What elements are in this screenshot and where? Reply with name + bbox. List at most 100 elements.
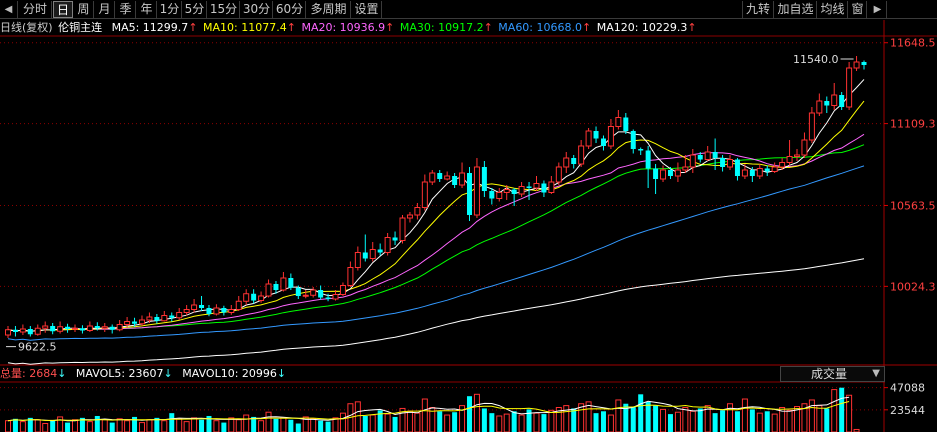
volume-bar-down [452,412,458,432]
volume-bar-up [459,405,466,432]
volume-bar-down [653,405,659,432]
candle-body-up [674,169,681,177]
volume-bar-up [5,420,11,432]
volume-bar-down [720,410,726,432]
tab-monthly[interactable]: 月 [95,1,115,18]
tab-60min[interactable]: 60分 [274,1,306,18]
tab-5min[interactable]: 5分 [183,1,207,18]
volume-bar-up [533,412,540,432]
candle-body-up [473,166,480,216]
tab-yearly[interactable]: 年 [137,1,157,18]
candle-body-down [109,326,115,330]
ma30-value: MA30: 10917.2 [399,21,484,34]
volume-bar-up [518,414,525,432]
candle-body-up [406,214,413,219]
volume-bar-down [734,411,740,432]
volume-bar-up [727,403,734,432]
candle-body-down [526,186,532,188]
volume-bar-down [511,411,517,432]
ma60-arrow: ↑ [582,21,592,34]
candle-body-down [571,158,577,164]
candle-body-up [280,277,287,291]
candle-body-up [138,319,145,325]
candle-body-up [42,325,49,329]
candle-body-down [199,305,205,308]
volume-ma-lines [7,396,850,422]
volume-tick-label: 47088 [890,382,925,395]
chevron-down-icon: ▼ [872,368,880,379]
candle-body-up [496,192,503,199]
volume-bar-down [638,394,644,432]
mavol5-value: MAVOL5: 23607 [75,367,164,380]
candle-body-up [831,94,838,106]
candle-body-up [146,316,153,321]
candle-body-up [34,327,41,335]
volume-bar-up [71,419,78,432]
tab-settings[interactable]: 设置 [352,1,382,18]
volume-bar-up [19,421,26,432]
candle-body-down [481,167,487,191]
candle-body-up [339,285,346,295]
volume-bar-up [146,419,153,432]
volume-bar-up [265,411,272,432]
candle-body-down [50,326,56,332]
volume-bar-down [12,418,18,432]
candle-body-down [638,149,644,151]
candle-body-up [518,186,525,195]
candle-body-down [27,329,33,335]
candle-body-up [808,112,815,141]
candle-body-down [79,328,85,331]
volume-bar-down [764,411,770,432]
volume-bar-up [801,403,808,432]
symbol-label: 伦铜主连 [58,21,103,34]
candle-body-down [392,237,398,241]
volume-bar-up [138,422,145,432]
volume-bar-down [199,419,205,432]
volume-bar-up [384,413,391,432]
volume-bar-down [132,416,138,432]
toolbar-right-arrow[interactable]: ▶ [869,1,887,18]
candlesticks [5,56,867,338]
candle-body-down [861,62,867,65]
window-button[interactable]: 窗 [849,1,867,18]
volume-bar-up [660,408,667,432]
toolbar-left-arrow[interactable]: ◀ [0,1,18,18]
high-price-label: 11540.0 [793,53,839,66]
ma5-arrow: ↑ [188,21,198,34]
tab-15min[interactable]: 15分 [208,1,240,18]
candle-body-down [764,168,770,172]
candle-body-up [213,307,220,315]
tab-minute[interactable]: 分时 [19,1,52,18]
tab-weekly[interactable]: 周 [74,1,94,18]
candle-body-up [191,304,198,310]
tab-1min[interactable]: 1分 [158,1,182,18]
volume-bar-up [228,417,235,432]
tab-30min[interactable]: 30分 [241,1,273,18]
ma120-arrow: ↑ [687,21,697,34]
candle-body-down [593,131,599,139]
volume-bar-up [191,417,198,432]
candle-body-up [101,326,108,329]
moving-average-button[interactable]: 均线 [818,1,848,18]
candle-body-down [541,183,547,193]
low-price-label: 9622.5 [18,341,57,354]
candle-body-up [533,183,540,189]
volume-bar-down [206,415,212,432]
candle-body-up [846,67,853,108]
volume-bar-up [704,405,711,432]
volume-bar-up [786,409,793,432]
volume-bar-up [406,410,413,432]
mavol5-arrow: ↓ [163,367,173,380]
volume-bar-down [392,416,398,432]
tab-multi-period[interactable]: 多周期 [307,1,351,18]
indicator-select[interactable]: 成交量 ▼ [780,366,885,382]
candle-body-down [452,176,458,185]
tab-quarterly[interactable]: 季 [116,1,136,18]
volume-bar-up [563,405,570,432]
add-watchlist-button[interactable]: 加自选 [775,1,817,18]
tab-daily[interactable]: 日 [53,1,73,18]
candle-body-up [816,100,823,114]
jiuzhuan-button[interactable]: 九转 [742,1,774,18]
volume-bar-up [124,420,131,432]
